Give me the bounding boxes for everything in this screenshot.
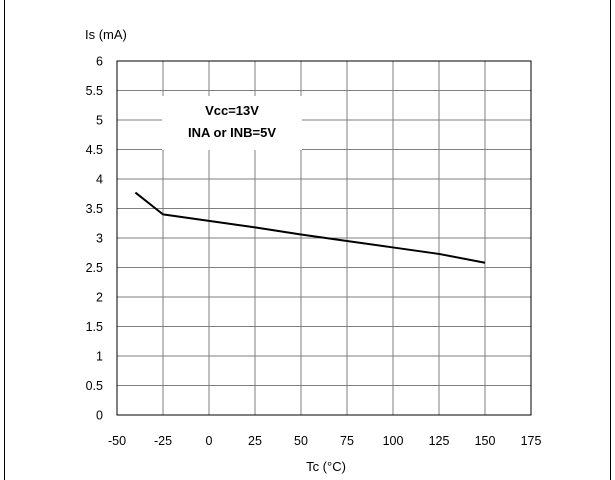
x-tick-label: 0 <box>206 434 213 448</box>
x-tick-label: 150 <box>475 434 496 448</box>
y-tick-label: 0.5 <box>86 379 103 393</box>
y-axis-label: Is (mA) <box>85 27 127 42</box>
annotation-box <box>162 96 302 150</box>
y-tick-label: 4.5 <box>86 143 103 157</box>
series-group <box>134 191 486 264</box>
annotation-line-2: INA or INB=5V <box>188 125 276 140</box>
y-tick-label: 1.5 <box>86 320 103 334</box>
annotation-line-1: Vcc=13V <box>205 103 259 118</box>
y-tick-label: 2 <box>96 291 103 305</box>
plot-area <box>116 60 532 416</box>
y-axis-ticks: 0 0.5 1 1.5 2 2.5 3 3.5 4 4.5 5 5.5 6 <box>86 55 103 423</box>
x-tick-label: 100 <box>383 434 404 448</box>
series-line <box>134 191 486 264</box>
x-tick-label: 125 <box>429 434 450 448</box>
x-tick-label: -25 <box>154 434 172 448</box>
x-tick-label: 175 <box>521 434 542 448</box>
y-tick-label: 6 <box>96 55 103 69</box>
x-tick-label: -50 <box>108 434 126 448</box>
y-tick-label: 2.5 <box>86 261 103 275</box>
x-tick-label: 50 <box>294 434 308 448</box>
x-axis-ticks: -50 -25 0 25 50 75 100 125 150 175 <box>108 434 542 448</box>
y-tick-label: 0 <box>96 409 103 423</box>
y-tick-label: 1 <box>96 350 103 364</box>
y-tick-label: 3.5 <box>86 202 103 216</box>
y-tick-label: 5 <box>96 114 103 128</box>
y-tick-label: 4 <box>96 173 103 187</box>
y-tick-label: 3 <box>96 232 103 246</box>
x-tick-label: 25 <box>248 434 262 448</box>
y-tick-label: 5.5 <box>86 84 103 98</box>
x-axis-label: Tc (°C) <box>306 459 346 474</box>
x-tick-label: 75 <box>340 434 354 448</box>
